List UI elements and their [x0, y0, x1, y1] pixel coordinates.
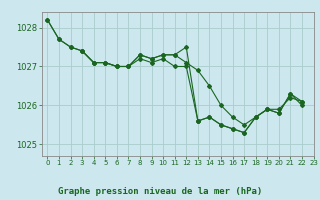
Text: Graphe pression niveau de la mer (hPa): Graphe pression niveau de la mer (hPa): [58, 187, 262, 196]
